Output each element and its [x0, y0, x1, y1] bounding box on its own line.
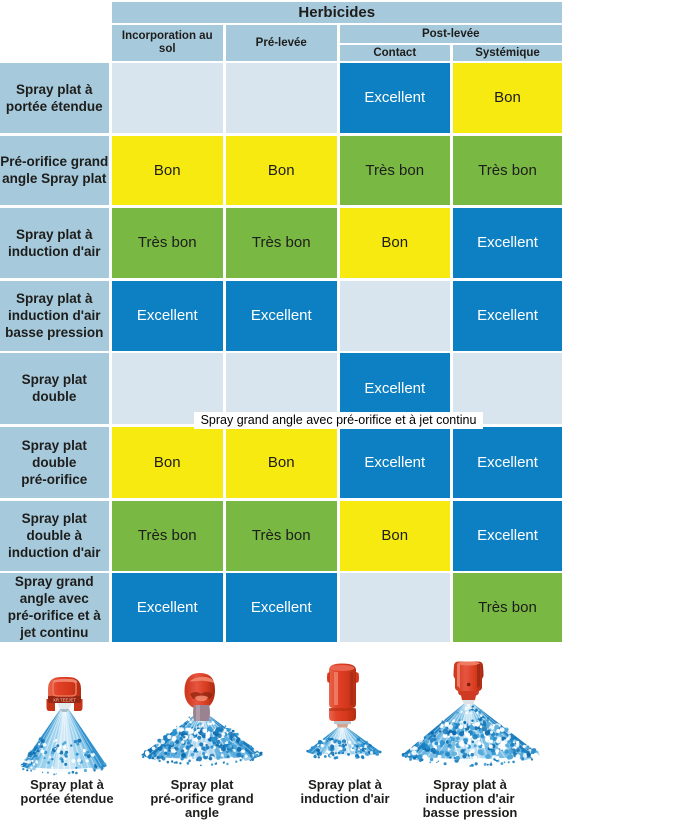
svg-text:XR TEEJET: XR TEEJET: [53, 698, 76, 703]
